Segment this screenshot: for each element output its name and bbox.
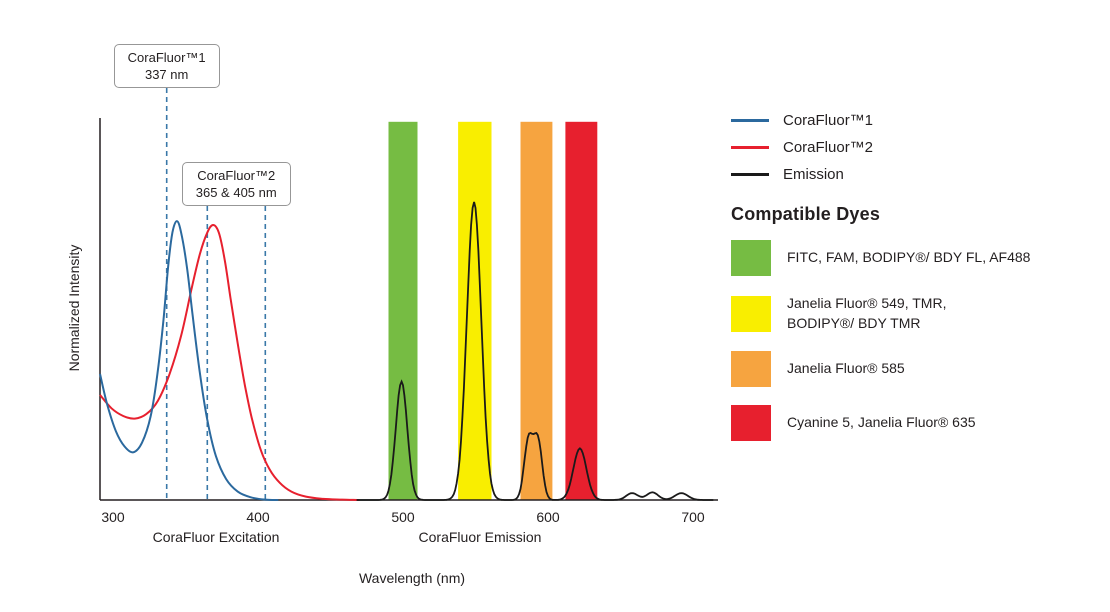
callout-corafluor1-value: 337 nm	[144, 67, 189, 83]
x-axis-caption-excitation: CoraFluor Excitation	[152, 529, 280, 545]
dye-label-yellow-line2: BODIPY®/ BDY TMR	[787, 314, 921, 331]
emission-band-orange	[520, 121, 553, 501]
dye-label-yellow-line1: Janelia Fluor® 549, TMR,	[787, 295, 947, 311]
x-axis-label: Wavelength (nm)	[358, 570, 466, 586]
x-tick-400: 400	[246, 509, 270, 525]
compatible-dyes-heading: Compatible Dyes	[731, 204, 881, 224]
emission-band-red	[565, 121, 598, 501]
emission-band-green	[388, 121, 418, 501]
callout-corafluor1-excitation: CoraFluor™1 337 nm	[113, 44, 220, 89]
callout-corafluor2-excitation: CoraFluor™2 365 & 405 nm	[181, 162, 291, 207]
callout-corafluor2-value: 365 & 405 nm	[195, 185, 277, 201]
emission-line-swatch	[731, 173, 769, 176]
y-axis-label: Normalized Intensity	[66, 244, 82, 372]
dye-swatch-green	[731, 240, 771, 276]
corafluor1-legend-label: CoraFluor™1	[783, 112, 874, 129]
legend: CoraFluor™1 CoraFluor™2 Emission Compati…	[731, 107, 1105, 459]
x-axis-caption-emission: CoraFluor Emission	[418, 529, 542, 545]
dye-swatch-orange	[731, 351, 771, 388]
dye-label-green: FITC, FAM, BODIPY®/ BDY FL, AF488	[787, 248, 1030, 268]
dye-label-orange: Janelia Fluor® 585	[787, 359, 905, 379]
dye-entry-green: FITC, FAM, BODIPY®/ BDY FL, AF488	[731, 240, 1105, 276]
corafluor2-excitation-curve	[99, 223, 360, 501]
dye-label-red: Cyanine 5, Janelia Fluor® 635	[787, 413, 976, 433]
corafluor2-line-swatch	[731, 146, 769, 149]
corafluor1-excitation-curve	[99, 220, 279, 501]
legend-entry-corafluor2: CoraFluor™2	[731, 134, 1105, 161]
dye-entry-red: Cyanine 5, Janelia Fluor® 635	[731, 405, 1105, 442]
callout-corafluor1-title: CoraFluor™1	[127, 50, 206, 65]
dye-label-red-line1: Cyanine 5, Janelia Fluor® 635	[787, 414, 976, 431]
emission-curve	[356, 201, 714, 501]
x-tick-600: 600	[536, 509, 560, 525]
dye-label-yellow: Janelia Fluor® 549, TMR, BODIPY®/ BDY TM…	[787, 294, 946, 333]
emission-band-yellow	[458, 121, 492, 501]
spectra-chart: 300 400 500 600 700	[99, 88, 718, 525]
dye-label-orange-line1: Janelia Fluor® 585	[787, 360, 905, 377]
callout-corafluor2-title: CoraFluor™2	[197, 168, 276, 183]
dye-swatch-red	[731, 405, 771, 442]
corafluor2-legend-label: CoraFluor™2	[783, 139, 874, 156]
dye-entry-orange: Janelia Fluor® 585	[731, 351, 1105, 388]
x-tick-500: 500	[391, 509, 415, 525]
dye-swatch-yellow	[731, 295, 771, 332]
dye-label-green-line1: FITC, FAM, BODIPY®/ BDY FL, AF488	[787, 249, 1031, 266]
dye-entry-yellow: Janelia Fluor® 549, TMR, BODIPY®/ BDY TM…	[731, 294, 1105, 333]
legend-entry-corafluor1: CoraFluor™1	[731, 107, 1105, 134]
legend-entry-emission: Emission	[731, 161, 1105, 188]
corafluor1-line-swatch	[731, 119, 769, 122]
x-tick-700: 700	[681, 509, 705, 525]
x-tick-300: 300	[101, 509, 125, 525]
emission-legend-label: Emission	[783, 166, 844, 183]
